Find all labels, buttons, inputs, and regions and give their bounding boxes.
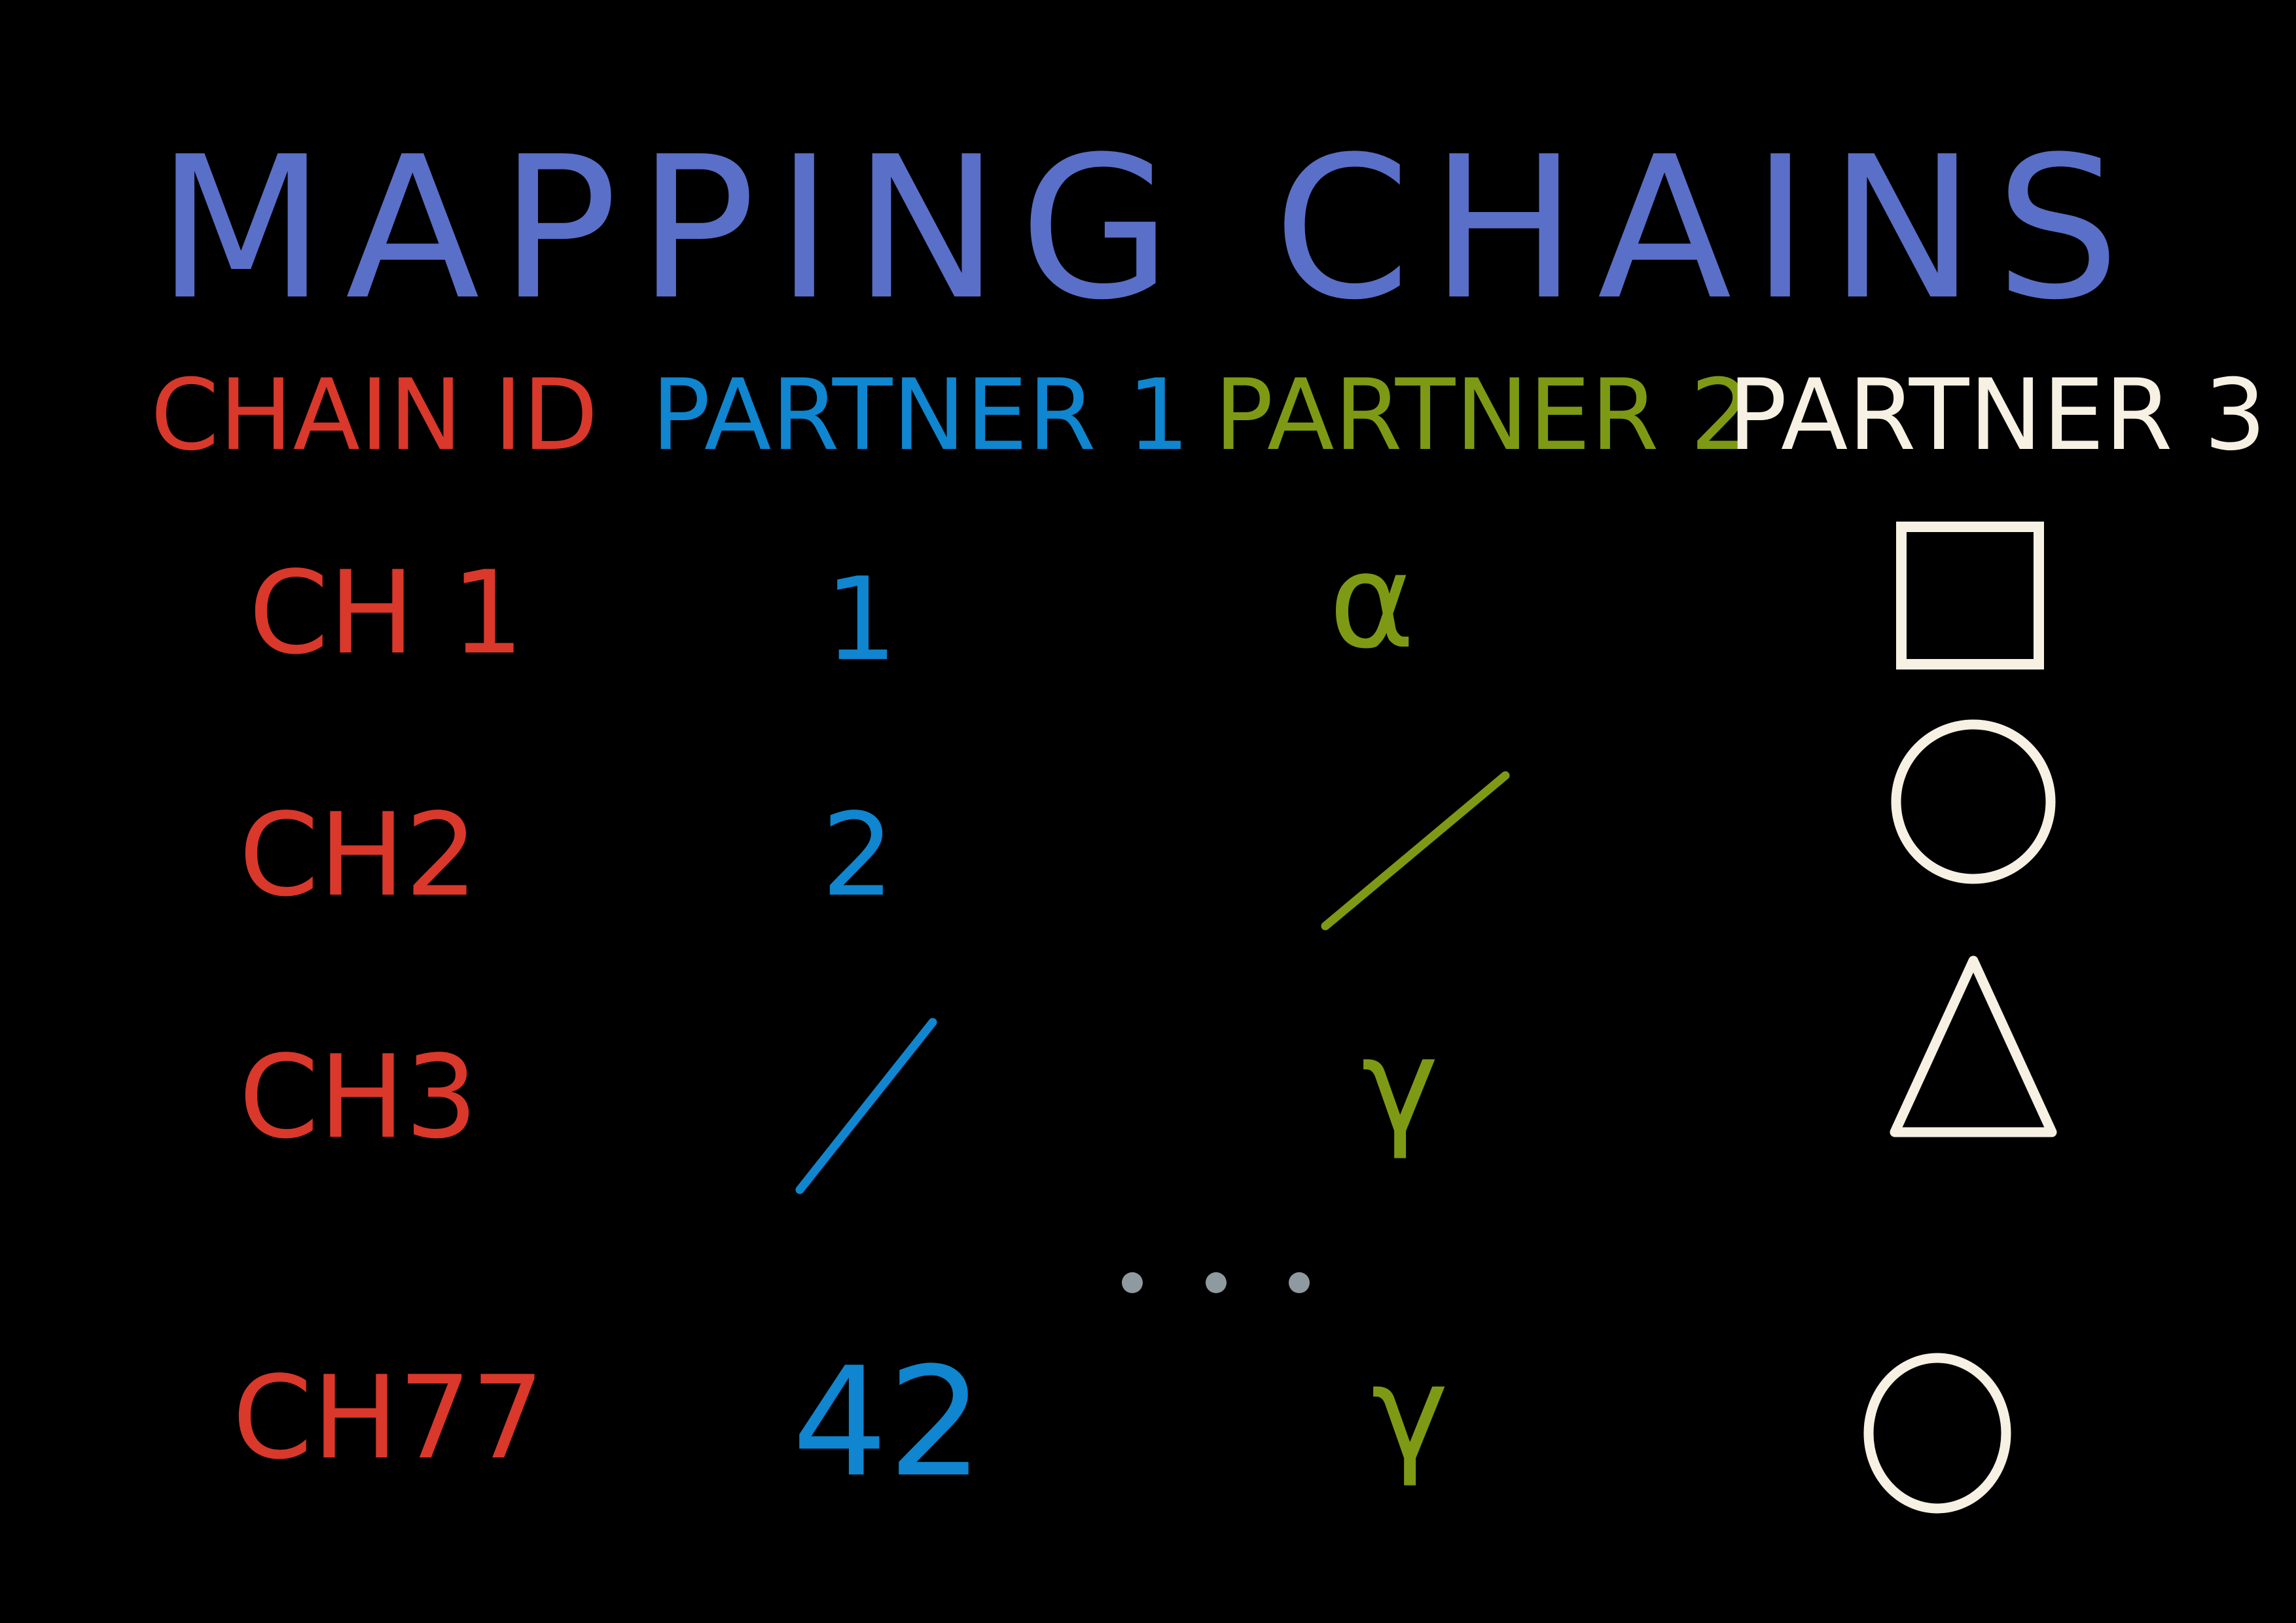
row-3-partner-3-triangle-icon	[1890, 955, 2057, 1137]
row-3-chain-id: CH3	[239, 1031, 478, 1164]
row-4-partner-1: 42	[792, 1336, 984, 1510]
row-2-partner-2-slash-icon	[1321, 771, 1510, 931]
row-4-chain-id: CH77	[232, 1352, 545, 1485]
row-3-partner-2: γ	[1361, 1010, 1439, 1162]
header-partner-3: PARTNER 3	[1728, 359, 2267, 473]
row-4-partner-2: γ	[1371, 1337, 1449, 1489]
header-partner-1: PARTNER 1	[651, 359, 1190, 473]
header-chain-id: CHAIN ID	[151, 359, 599, 473]
row-2-partner-3-circle-icon	[1891, 719, 2056, 884]
row-1-partner-2: α	[1329, 526, 1415, 678]
diagram-title: MAPPING CHAINS	[156, 115, 2140, 343]
row-1-partner-3-square-icon	[1896, 522, 2044, 669]
row-2-chain-id: CH2	[239, 789, 478, 922]
row-3-partner-1-slash-icon	[795, 1018, 937, 1194]
header-partner-2: PARTNER 2	[1214, 359, 1753, 473]
ellipsis-dots-icon	[1122, 1272, 1310, 1293]
row-1-chain-id: CH 1	[249, 547, 524, 680]
row-1-partner-1: 1	[825, 554, 898, 687]
row-4-partner-3-circle-icon	[1863, 1353, 2011, 1514]
row-2-partner-1: 2	[821, 789, 895, 922]
